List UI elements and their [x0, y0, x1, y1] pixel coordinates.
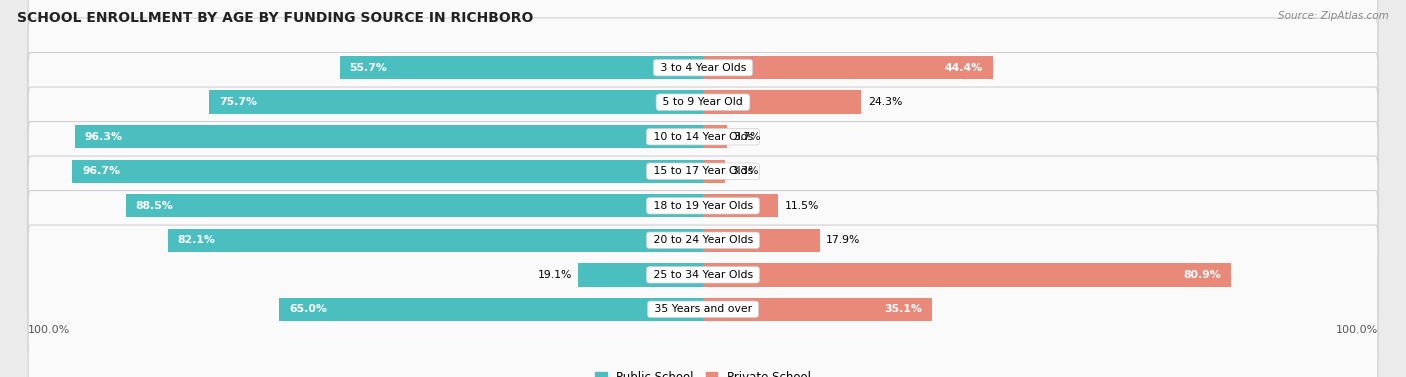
Text: 55.7%: 55.7% [350, 63, 388, 73]
Text: Source: ZipAtlas.com: Source: ZipAtlas.com [1278, 11, 1389, 21]
Bar [703, 90, 862, 114]
Bar [703, 194, 778, 218]
Bar [167, 228, 703, 252]
FancyBboxPatch shape [28, 190, 1378, 359]
Text: 44.4%: 44.4% [945, 63, 983, 73]
Legend: Public School, Private School: Public School, Private School [591, 366, 815, 377]
Bar [703, 56, 993, 80]
Text: 35.1%: 35.1% [884, 304, 922, 314]
Bar [578, 263, 703, 287]
Bar [703, 228, 820, 252]
Text: 11.5%: 11.5% [785, 201, 818, 211]
Text: 96.3%: 96.3% [84, 132, 122, 142]
Bar [703, 297, 932, 321]
Text: 3.3%: 3.3% [731, 166, 759, 176]
Text: 5 to 9 Year Old: 5 to 9 Year Old [659, 97, 747, 107]
Text: 25 to 34 Year Olds: 25 to 34 Year Olds [650, 270, 756, 280]
Bar [73, 159, 703, 183]
Text: 20 to 24 Year Olds: 20 to 24 Year Olds [650, 235, 756, 245]
Text: 17.9%: 17.9% [827, 235, 860, 245]
Bar [703, 159, 724, 183]
Text: 100.0%: 100.0% [28, 325, 70, 335]
Text: 18 to 19 Year Olds: 18 to 19 Year Olds [650, 201, 756, 211]
Bar [209, 90, 703, 114]
FancyBboxPatch shape [28, 121, 1378, 290]
FancyBboxPatch shape [28, 52, 1378, 221]
FancyBboxPatch shape [28, 225, 1378, 377]
Bar [127, 194, 703, 218]
Text: 19.1%: 19.1% [537, 270, 572, 280]
Text: SCHOOL ENROLLMENT BY AGE BY FUNDING SOURCE IN RICHBORO: SCHOOL ENROLLMENT BY AGE BY FUNDING SOUR… [17, 11, 533, 25]
FancyBboxPatch shape [28, 0, 1378, 152]
Text: 3.7%: 3.7% [734, 132, 761, 142]
Text: 80.9%: 80.9% [1182, 270, 1220, 280]
Text: 75.7%: 75.7% [219, 97, 257, 107]
Bar [280, 297, 703, 321]
Text: 10 to 14 Year Olds: 10 to 14 Year Olds [650, 132, 756, 142]
Bar [703, 263, 1230, 287]
Text: 82.1%: 82.1% [177, 235, 215, 245]
FancyBboxPatch shape [28, 87, 1378, 256]
FancyBboxPatch shape [28, 18, 1378, 187]
Text: 65.0%: 65.0% [290, 304, 326, 314]
FancyBboxPatch shape [28, 156, 1378, 325]
Text: 88.5%: 88.5% [136, 201, 173, 211]
Text: 3 to 4 Year Olds: 3 to 4 Year Olds [657, 63, 749, 73]
Bar [340, 56, 703, 80]
Text: 100.0%: 100.0% [1336, 325, 1378, 335]
Text: 35 Years and over: 35 Years and over [651, 304, 755, 314]
Text: 15 to 17 Year Olds: 15 to 17 Year Olds [650, 166, 756, 176]
Bar [703, 125, 727, 149]
Bar [75, 125, 703, 149]
Text: 96.7%: 96.7% [82, 166, 121, 176]
Text: 24.3%: 24.3% [868, 97, 903, 107]
